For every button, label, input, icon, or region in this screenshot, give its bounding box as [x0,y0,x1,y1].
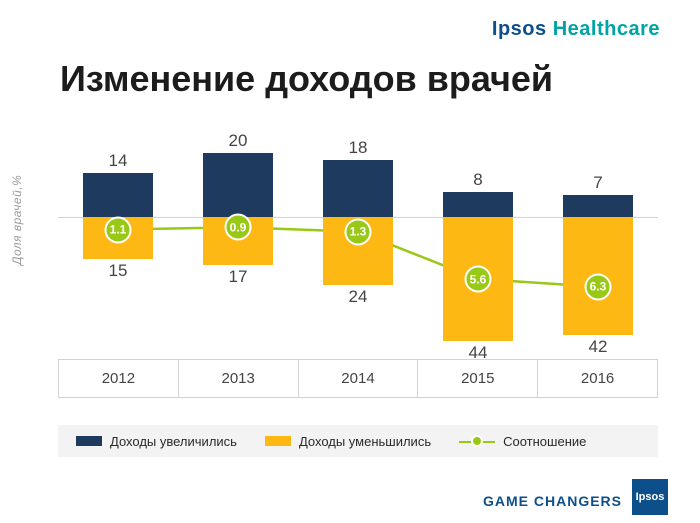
xaxis-category: 2015 [418,360,538,397]
footer-text: GAME CHANGERS [483,493,622,509]
legend-label: Доходы увеличились [110,434,237,449]
chart-plot: 1415201718248447421.10.91.35.66.3 [58,130,658,360]
chart: 1415201718248447421.10.91.35.66.3 201220… [58,130,658,420]
brand-ipsos: Ipsos [492,18,547,40]
legend-item-ratio: Соотношение [459,434,586,449]
legend-label: Соотношение [503,434,586,449]
y-axis-label: Доля врачей,% [10,175,24,265]
bar-up-value: 7 [563,173,633,193]
ratio-marker: 5.6 [465,266,492,293]
bar-up-value: 20 [203,131,273,151]
slide: Ipsos Healthcare Изменение доходов враче… [0,0,700,523]
bar-up [83,173,153,218]
bar-up [323,160,393,218]
bar-up-value: 18 [323,138,393,158]
xaxis-category: 2012 [58,360,179,397]
ratio-marker: 6.3 [585,273,612,300]
legend-item-up: Доходы увеличились [76,434,237,449]
legend-swatch-icon [265,436,291,446]
brand-healthcare: Healthcare [553,18,660,40]
page-title: Изменение доходов врачей [60,58,553,100]
chart-xaxis: 20122013201420152016 [58,360,658,398]
ratio-marker: 0.9 [225,214,252,241]
xaxis-category: 2016 [538,360,658,397]
bar-down-value: 15 [83,261,153,281]
ratio-marker: 1.1 [105,216,132,243]
bar-up [563,195,633,217]
ratio-marker: 1.3 [345,218,372,245]
brand-block: Ipsos Healthcare [492,18,660,41]
bar-down-value: 17 [203,267,273,287]
xaxis-category: 2013 [179,360,299,397]
bar-up [203,153,273,217]
legend-label: Доходы уменьшились [299,434,431,449]
legend-item-down: Доходы уменьшились [265,434,431,449]
bar-down-value: 24 [323,287,393,307]
bar-up-value: 14 [83,151,153,171]
bar-up [443,192,513,218]
bar-up-value: 8 [443,170,513,190]
legend: Доходы увеличились Доходы уменьшились Со… [58,425,658,457]
xaxis-category: 2014 [299,360,419,397]
legend-line-icon [459,434,495,448]
legend-swatch-icon [76,436,102,446]
footer-logo: Ipsos [632,479,668,515]
bar-down-value: 42 [563,337,633,357]
